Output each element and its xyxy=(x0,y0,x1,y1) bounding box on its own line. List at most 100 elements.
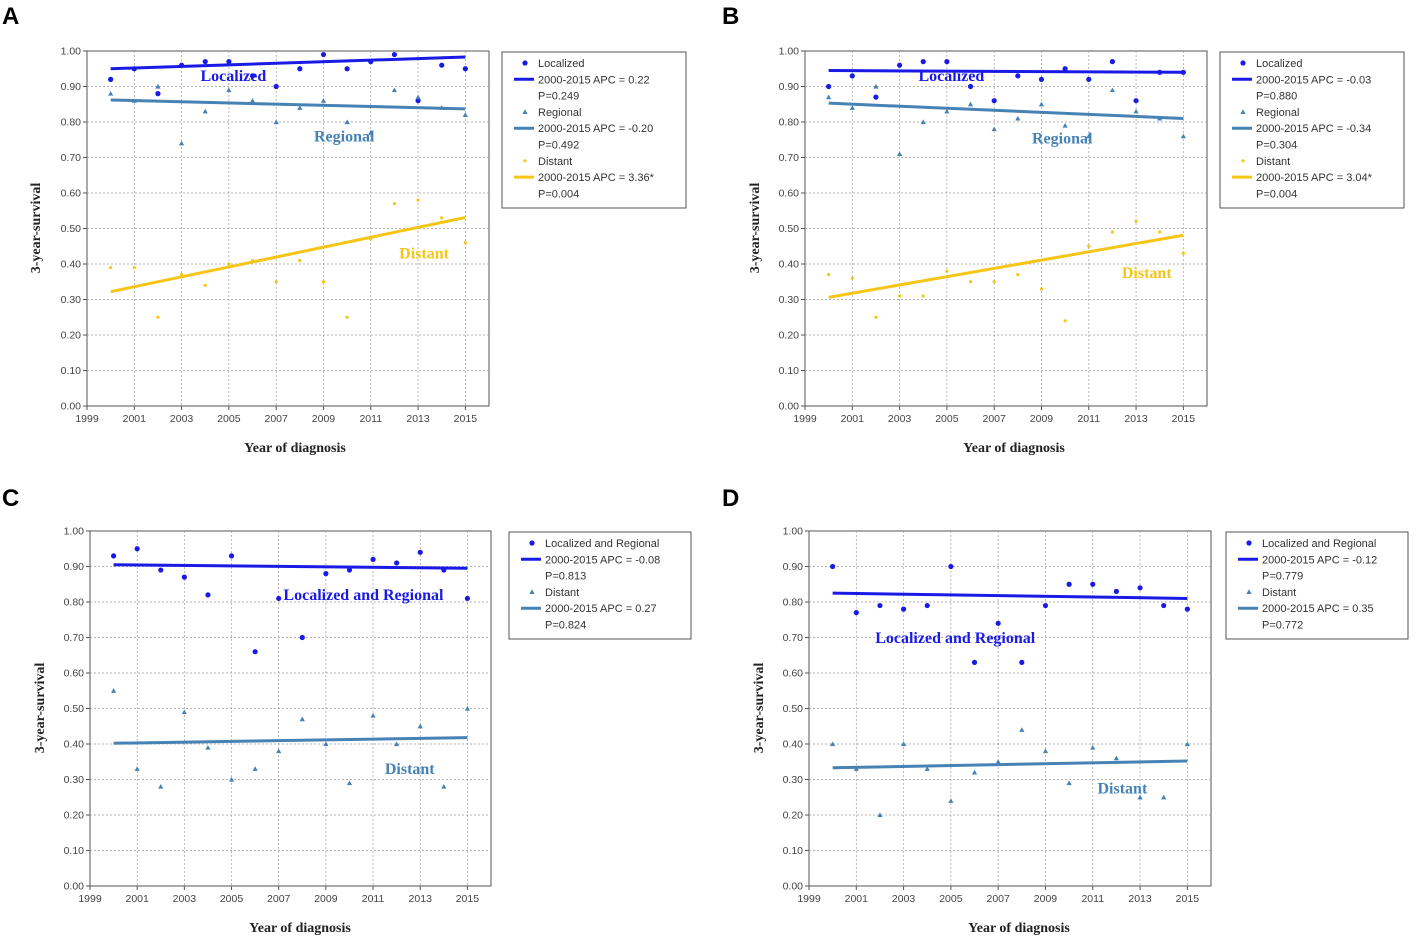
data-point xyxy=(1181,251,1185,255)
x-tick-label: 2001 xyxy=(123,413,147,425)
data-point xyxy=(134,766,140,771)
y-tick-label: 0.80 xyxy=(64,597,85,609)
series-distant: Distant xyxy=(830,727,1190,818)
data-point xyxy=(896,62,903,68)
data-point xyxy=(1042,748,1049,754)
trend-line xyxy=(113,736,468,745)
data-point xyxy=(226,59,232,65)
series-annotation: Localized xyxy=(201,68,267,85)
series-annotation: Localized and Regional xyxy=(875,630,1036,647)
data-point xyxy=(992,280,996,284)
series-annotation: Localized xyxy=(919,68,985,85)
legend-label: Localized xyxy=(538,58,584,70)
y-tick-label: 0.80 xyxy=(61,117,82,129)
data-point xyxy=(1180,133,1186,139)
y-tick-label: 0.30 xyxy=(779,294,800,306)
legend-trend-label: 2000-2015 APC = -0.03 xyxy=(1256,74,1371,86)
data-point xyxy=(228,553,235,559)
series-localized-and-regional: Localized and Regional xyxy=(110,546,471,655)
data-point xyxy=(462,66,468,72)
legend-label: Localized and Regional xyxy=(1262,538,1376,550)
legend-label: Distant xyxy=(1262,587,1296,599)
data-point xyxy=(464,595,471,602)
y-tick-label: 0.30 xyxy=(783,774,804,786)
y-tick-label: 0.10 xyxy=(779,365,800,377)
data-point xyxy=(252,766,258,771)
series-distant: Distant xyxy=(110,688,471,789)
x-tick-label: 2005 xyxy=(217,413,241,425)
data-point xyxy=(155,91,161,97)
y-tick-label: 1.00 xyxy=(64,526,85,538)
legend: Localized 2000-2015 APC = -0.03 P=0.880 Reg… xyxy=(1219,51,1405,209)
data-point xyxy=(178,140,185,146)
data-point xyxy=(849,73,855,79)
legend-marker xyxy=(523,159,527,163)
x-tick-label: 2013 xyxy=(406,413,430,425)
data-point xyxy=(1137,794,1143,800)
data-point xyxy=(416,198,420,202)
x-tick-label: 1999 xyxy=(75,413,99,425)
data-point xyxy=(344,66,350,72)
x-tick-label: 2007 xyxy=(264,413,288,425)
data-point xyxy=(368,130,374,135)
panel-letter: B xyxy=(722,3,739,30)
x-tick-label: 2011 xyxy=(1077,413,1100,425)
legend-label: Localized xyxy=(1256,58,1302,70)
x-tick-label: 2009 xyxy=(314,893,338,905)
data-point xyxy=(158,784,164,789)
data-point xyxy=(158,567,164,573)
data-point xyxy=(900,606,907,612)
x-tick-label: 1999 xyxy=(78,893,102,905)
x-axis-label: Year of diagnosis xyxy=(968,921,1070,936)
chart-panel-c: C 0.00 0.10 0.20 0.30 0.40 0.50 0.60 0.70 0.80 0.9… xyxy=(2,485,692,936)
data-point xyxy=(1063,319,1067,323)
data-point xyxy=(1038,76,1045,82)
data-point xyxy=(826,83,832,90)
y-tick-label: 0.90 xyxy=(61,81,82,93)
legend-p-value: P=0.492 xyxy=(538,140,579,152)
y-tick-label: 0.50 xyxy=(783,703,804,715)
y-tick-label: 0.70 xyxy=(64,632,85,644)
trend-line xyxy=(828,233,1184,299)
legend-p-value: P=0.779 xyxy=(1262,571,1303,583)
y-tick-label: 0.60 xyxy=(783,668,804,680)
data-point xyxy=(320,51,327,58)
x-tick-label: 2011 xyxy=(359,413,382,425)
y-tick-label: 0.20 xyxy=(783,810,804,822)
data-point xyxy=(1015,115,1021,121)
data-point xyxy=(181,709,187,715)
data-point xyxy=(1110,230,1115,234)
x-tick-label: 2011 xyxy=(362,893,385,905)
data-point xyxy=(945,269,949,273)
y-tick-label: 0.40 xyxy=(64,739,85,751)
chart-panel-b: B 0.00 0.10 0.20 0.30 0.40 0.50 0.60 0.70 0.80 0.9… xyxy=(722,3,1405,456)
x-tick-label: 2001 xyxy=(125,893,149,905)
data-point xyxy=(415,94,421,100)
data-point xyxy=(276,595,282,602)
data-point xyxy=(853,610,859,616)
y-tick-label: 0.50 xyxy=(64,703,85,715)
series-annotation: Distant xyxy=(399,246,449,263)
data-point xyxy=(276,748,282,754)
data-point xyxy=(1113,588,1120,594)
panel-letter: D xyxy=(722,485,739,512)
data-point xyxy=(967,83,974,90)
data-point xyxy=(1133,108,1139,114)
data-point xyxy=(1134,219,1138,223)
data-point xyxy=(1184,606,1190,612)
data-point xyxy=(1109,59,1116,65)
panel-letter: A xyxy=(2,3,19,30)
legend: Localized 2000-2015 APC = 0.22 P=0.249 Regi… xyxy=(501,51,687,209)
series-distant: Distant xyxy=(827,219,1185,323)
y-tick-label: 0.20 xyxy=(61,330,82,342)
data-point xyxy=(1137,585,1143,591)
legend-p-value: P=0.813 xyxy=(545,571,586,583)
data-point xyxy=(1062,122,1068,128)
data-point xyxy=(849,105,855,110)
x-tick-label: 2009 xyxy=(1034,893,1058,905)
data-point xyxy=(417,549,423,555)
series-localized: Localized xyxy=(826,59,1186,104)
y-tick-label: 0.10 xyxy=(64,845,85,857)
data-point xyxy=(156,315,160,319)
y-axis-label: 3-year-survival xyxy=(752,663,767,754)
